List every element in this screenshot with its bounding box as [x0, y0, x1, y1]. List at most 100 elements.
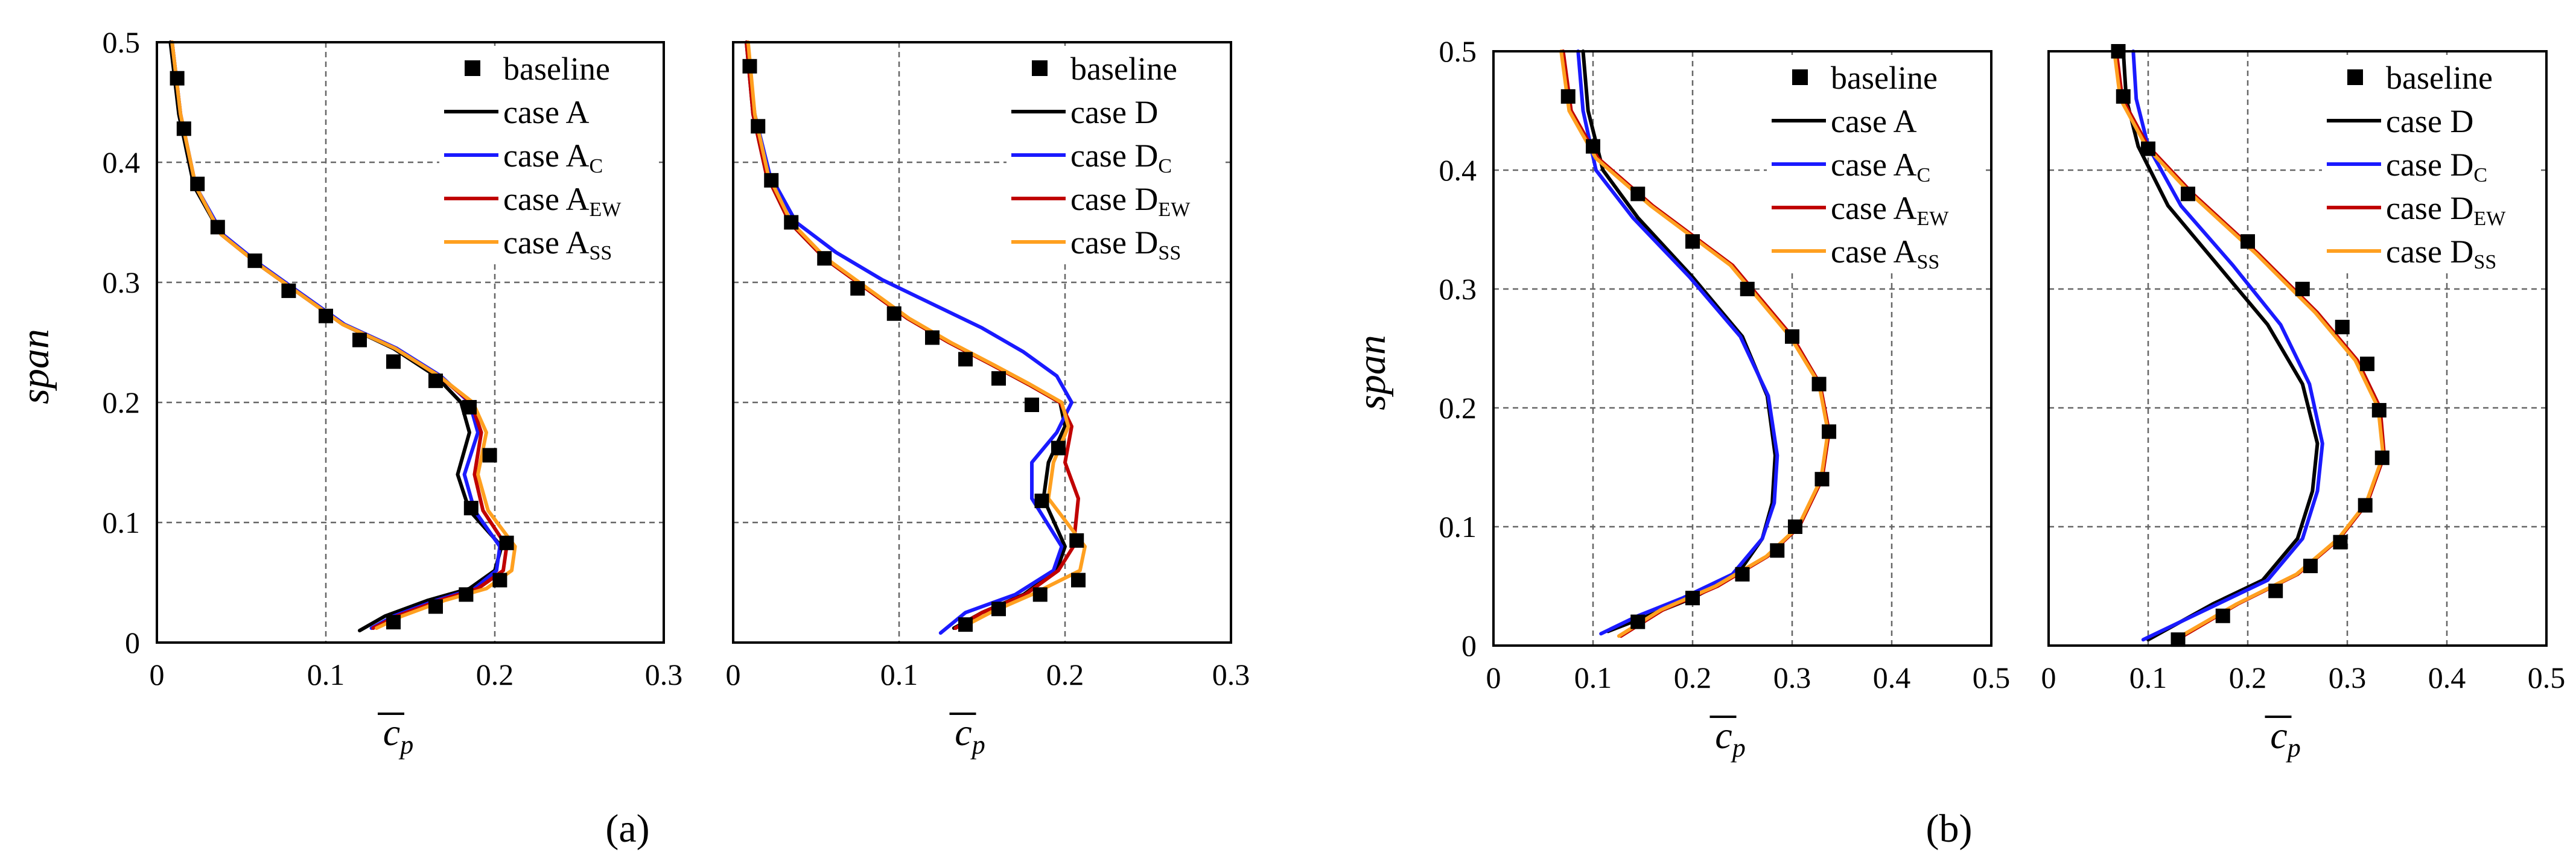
baseline-point [784, 215, 799, 230]
baseline-point [991, 602, 1006, 617]
legend-marker-baseline [465, 60, 480, 76]
baseline-point [1770, 543, 1785, 558]
baseline-point [459, 587, 474, 602]
legend-label: baseline [503, 51, 610, 87]
x-tick-label: 0.1 [1574, 661, 1612, 694]
baseline-point [1787, 519, 1802, 534]
legend-label: case AEW [503, 181, 622, 221]
legend-label: case DSS [1070, 224, 1181, 264]
baseline-point [1034, 494, 1049, 509]
y-tick-label: 0.4 [1439, 153, 1477, 187]
legend-label: case AEW [1831, 190, 1949, 230]
x-tick-label: 0.2 [2229, 661, 2267, 694]
x-tick-label: 0 [726, 658, 741, 691]
y-tick-label: 0.3 [1439, 272, 1477, 306]
y-tick-label: 0.5 [103, 25, 141, 59]
baseline-point [386, 615, 401, 630]
baseline-point [492, 573, 507, 588]
legend-marker-baseline [2347, 69, 2363, 85]
legend-marker-baseline [1032, 60, 1048, 76]
plot-frame [732, 41, 1232, 644]
baseline-point [1685, 234, 1700, 249]
baseline-point [1814, 472, 1830, 487]
y-tick-label: 0.2 [103, 386, 141, 419]
x-tick-label: 0 [150, 658, 165, 691]
x-tick-label: 0.4 [2428, 661, 2466, 694]
baseline-point [1822, 424, 1837, 439]
baseline-point [1735, 567, 1750, 582]
legend-label: baseline [1070, 51, 1177, 87]
x-axis-label: cp [955, 711, 985, 760]
baseline-point [742, 59, 757, 74]
legend-label: case DEW [2386, 190, 2506, 230]
baseline-point [1811, 376, 1827, 392]
baseline-point [1069, 533, 1084, 548]
baseline-point [2374, 450, 2390, 465]
legend-label: case ASS [503, 224, 612, 264]
baseline-point [2141, 141, 2155, 156]
x-tick-label: 0.3 [645, 658, 683, 691]
baseline-point [1586, 139, 1600, 154]
x-tick-label: 0 [1486, 661, 1501, 694]
y-tick-label: 0.2 [1439, 391, 1477, 425]
baseline-point [247, 253, 262, 268]
baseline-point [2240, 234, 2255, 249]
legend-label: case AC [1831, 147, 1930, 186]
plot-frame [2047, 50, 2548, 647]
baseline-point [352, 332, 367, 348]
baseline-point [958, 617, 973, 632]
baseline-point [751, 119, 766, 134]
baseline-point [1051, 440, 1066, 456]
legend-label: case DEW [1070, 181, 1191, 221]
baseline-point [210, 220, 225, 235]
legend-label: case D [1070, 94, 1158, 130]
series-line [1559, 49, 1830, 638]
baseline-point [1071, 573, 1086, 588]
baseline-point [428, 373, 443, 389]
baseline-point [386, 354, 401, 369]
legend-label: case A [503, 94, 589, 130]
baseline-point [1785, 329, 1799, 344]
legend-label: case A [1831, 103, 1916, 139]
baseline-point [886, 306, 902, 321]
x-tick-label: 0.2 [1046, 658, 1084, 691]
baseline-point [2358, 498, 2373, 513]
legend-label: baseline [1831, 60, 1938, 96]
baseline-point [2371, 402, 2387, 418]
x-tick-label: 0.3 [1212, 658, 1250, 691]
baseline-point [2333, 535, 2348, 550]
baseline-point [817, 251, 832, 266]
legend-label: baseline [2386, 60, 2493, 96]
y-tick-label: 0.4 [103, 145, 141, 179]
x-tick-label: 0.3 [2329, 661, 2367, 694]
panel-label-b: (b) [1926, 807, 1973, 851]
panel-label-a: (a) [605, 807, 649, 851]
baseline-point [1630, 614, 1646, 629]
baseline-point [1740, 282, 1755, 296]
series-line [1576, 49, 1779, 636]
baseline-point [428, 599, 443, 614]
baseline-point [2303, 559, 2318, 574]
baseline-point [925, 330, 940, 345]
x-tick-label: 0.2 [476, 658, 514, 691]
y-tick-label: 0.1 [103, 506, 141, 539]
series-line [1581, 49, 1777, 634]
x-tick-label: 0.5 [1973, 661, 2011, 694]
legend-marker-baseline [1792, 69, 1808, 85]
legend-label: case AC [503, 138, 603, 177]
x-axis-label: cp [1715, 714, 1745, 763]
x-tick-label: 0.1 [307, 658, 345, 691]
legend-label: case DC [1070, 138, 1172, 177]
y-tick-label: 0.3 [103, 265, 141, 299]
baseline-point [1025, 397, 1039, 412]
y-tick-label: 0.1 [1439, 510, 1477, 544]
baseline-point [2181, 186, 2195, 202]
x-tick-label: 0.4 [1873, 661, 1911, 694]
